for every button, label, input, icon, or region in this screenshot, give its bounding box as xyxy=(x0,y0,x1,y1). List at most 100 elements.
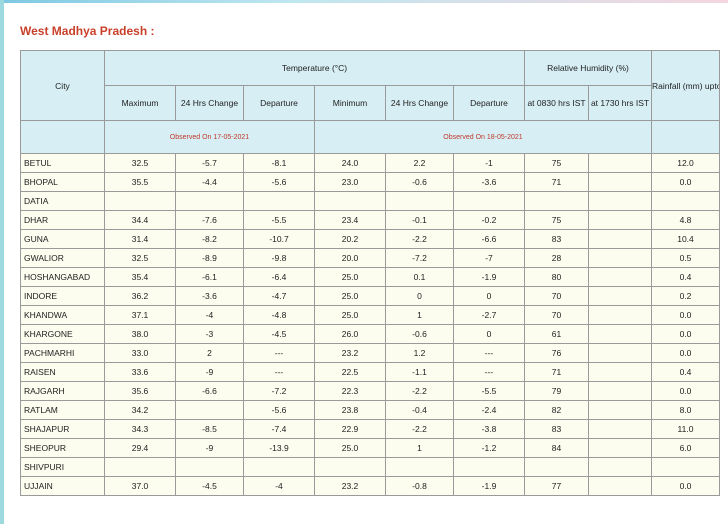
city-cell: PACHMARHI xyxy=(20,343,105,363)
min-departure-cell: -2.7 xyxy=(453,305,525,325)
rh-0830-cell: 80 xyxy=(524,267,589,287)
max-change-cell xyxy=(175,191,244,211)
min-temp-cell: 25.0 xyxy=(314,305,386,325)
max-temp-cell: 29.4 xyxy=(104,438,176,458)
table-row: KHANDWA 37.1 -4 -4.8 25.0 1 -2.7 70 0.0 xyxy=(20,305,720,325)
city-cell: SHAJAPUR xyxy=(20,419,105,439)
max-change-cell: -8.5 xyxy=(175,419,244,439)
minimum-header: Minimum xyxy=(314,85,386,121)
rh-1730-cell xyxy=(588,267,652,287)
max-departure-cell: --- xyxy=(243,362,315,382)
max-departure-cell: -5.5 xyxy=(243,210,315,230)
max-departure-cell: -8.1 xyxy=(243,153,315,173)
rh-1730-cell xyxy=(588,153,652,173)
rh-1730-cell xyxy=(588,476,652,496)
min-change-cell: -2.2 xyxy=(385,229,454,249)
observed-min-date: Observed On 18-05-2021 xyxy=(314,120,652,154)
rh-0830-cell: 82 xyxy=(524,400,589,420)
table-body: BETUL 32.5 -5.7 -8.1 24.0 2.2 -1 75 12.0 BHOPAL 35… xyxy=(20,153,720,496)
observed-max-date: Observed On 17-05-2021 xyxy=(104,120,315,154)
min-temp-cell: 20.0 xyxy=(314,248,386,268)
rainfall-cell: 11.0 xyxy=(651,419,720,439)
city-cell: RAJGARH xyxy=(20,381,105,401)
max-temp-cell: 31.4 xyxy=(104,229,176,249)
table-row: SHIVPURI xyxy=(20,457,720,477)
table-header: City Temperature (°C) Relative Humidity … xyxy=(20,50,720,154)
max-change-cell: -9 xyxy=(175,438,244,458)
table-row: GWALIOR 32.5 -8.9 -9.8 20.0 -7.2 -7 28 0.5 xyxy=(20,248,720,268)
table-row: RAISEN 33.6 -9 --- 22.5 -1.1 --- 71 0.4 xyxy=(20,362,720,382)
city-cell: INDORE xyxy=(20,286,105,306)
min-temp-cell: 23.2 xyxy=(314,476,386,496)
min-temp-cell: 25.0 xyxy=(314,438,386,458)
rh-0830-cell: 71 xyxy=(524,362,589,382)
min-temp-cell: 23.4 xyxy=(314,210,386,230)
rainfall-cell: 0.4 xyxy=(651,362,720,382)
min-departure-cell: --- xyxy=(453,343,525,363)
max-departure-cell: --- xyxy=(243,343,315,363)
min-departure-cell: -5.5 xyxy=(453,381,525,401)
max-change-header: 24 Hrs Change xyxy=(175,85,244,121)
min-temp-cell: 22.3 xyxy=(314,381,386,401)
min-departure-cell: -1 xyxy=(453,153,525,173)
rh-0830-cell: 83 xyxy=(524,229,589,249)
min-temp-cell: 25.0 xyxy=(314,267,386,287)
min-change-cell: -0.1 xyxy=(385,210,454,230)
min-departure-cell xyxy=(453,457,525,477)
max-change-cell: -6.6 xyxy=(175,381,244,401)
rainfall-cell: 10.4 xyxy=(651,229,720,249)
max-change-cell xyxy=(175,400,244,420)
min-departure-cell: -3.8 xyxy=(453,419,525,439)
max-departure-cell: -4.5 xyxy=(243,324,315,344)
rainfall-cell: 0.0 xyxy=(651,172,720,192)
max-temp-cell: 33.0 xyxy=(104,343,176,363)
rh-0830-cell: 77 xyxy=(524,476,589,496)
max-temp-cell: 33.6 xyxy=(104,362,176,382)
table-row: SHAJAPUR 34.3 -8.5 -7.4 22.9 -2.2 -3.8 83 11.0 xyxy=(20,419,720,439)
rh-0830-cell: 70 xyxy=(524,305,589,325)
rainfall-cell: 8.0 xyxy=(651,400,720,420)
page-title: West Madhya Pradesh : xyxy=(20,24,155,38)
rh-0830-cell: 70 xyxy=(524,286,589,306)
city-cell: GWALIOR xyxy=(20,248,105,268)
min-temp-cell: 25.0 xyxy=(314,286,386,306)
rh-1730-cell xyxy=(588,172,652,192)
rainfall-cell: 0.0 xyxy=(651,305,720,325)
rh-0830-cell xyxy=(524,191,589,211)
rainfall-cell: 0.5 xyxy=(651,248,720,268)
rh-0830-cell xyxy=(524,457,589,477)
rainfall-cell: 0.0 xyxy=(651,381,720,401)
rh-1730-cell xyxy=(588,248,652,268)
rainfall-header: Rainfall (mm) upto 0830 hrs IST xyxy=(651,50,720,121)
min-temp-cell xyxy=(314,457,386,477)
humidity-header: Relative Humidity (%) xyxy=(524,50,652,86)
rh-0830-cell: 28 xyxy=(524,248,589,268)
max-change-cell: -7.6 xyxy=(175,210,244,230)
max-change-cell: -3.6 xyxy=(175,286,244,306)
min-change-cell: -2.2 xyxy=(385,381,454,401)
max-temp-cell: 35.6 xyxy=(104,381,176,401)
weather-table: City Temperature (°C) Relative Humidity … xyxy=(20,50,720,496)
max-departure-cell: -7.4 xyxy=(243,419,315,439)
min-departure-cell: -1.9 xyxy=(453,267,525,287)
table-row: BETUL 32.5 -5.7 -8.1 24.0 2.2 -1 75 12.0 xyxy=(20,153,720,173)
left-border xyxy=(0,0,4,524)
city-cell: KHARGONE xyxy=(20,324,105,344)
rh-1730-cell xyxy=(588,210,652,230)
maximum-header: Maximum xyxy=(104,85,176,121)
max-temp-cell: 35.4 xyxy=(104,267,176,287)
rh-1730-cell xyxy=(588,362,652,382)
rh-1730-cell xyxy=(588,438,652,458)
min-departure-cell: -6.6 xyxy=(453,229,525,249)
max-departure-cell: -5.6 xyxy=(243,172,315,192)
min-change-cell: -0.6 xyxy=(385,324,454,344)
observed-blank-cell xyxy=(20,120,105,154)
max-departure-cell: -10.7 xyxy=(243,229,315,249)
min-departure-cell: 0 xyxy=(453,286,525,306)
max-departure-cell: -6.4 xyxy=(243,267,315,287)
table-row: DATIA xyxy=(20,191,720,211)
city-header: City xyxy=(20,50,105,121)
max-departure-header: Departure xyxy=(243,85,315,121)
city-cell: RAISEN xyxy=(20,362,105,382)
min-temp-cell: 22.5 xyxy=(314,362,386,382)
